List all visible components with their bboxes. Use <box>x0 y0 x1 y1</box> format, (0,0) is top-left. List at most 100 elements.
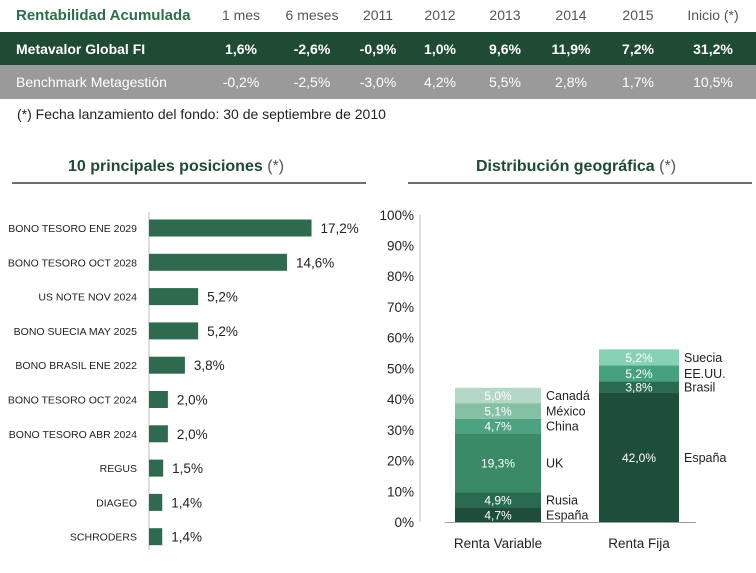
geo-divider <box>408 182 752 184</box>
geo-y-tick-label: 50% <box>387 361 414 376</box>
positions-title-text: 10 principales posiciones <box>68 158 263 175</box>
position-bar <box>149 219 312 237</box>
geo-segment <box>599 381 679 393</box>
fund-value: 7,2% <box>622 40 654 57</box>
position-value-label: 14,6% <box>296 255 334 270</box>
geo-segment-value: 5,2% <box>625 351 653 365</box>
geo-segment <box>599 365 679 382</box>
geo-y-tick-label: 20% <box>387 454 414 469</box>
geo-segment-label: Suecia <box>684 351 722 365</box>
position-value-label: 2,0% <box>177 427 208 442</box>
geo-segment-label: Canadá <box>546 389 590 403</box>
position-bar <box>149 425 168 443</box>
period-header: 2013 <box>489 7 521 23</box>
fund-value: -0,9% <box>359 40 397 57</box>
positions-chart: BONO TESORO ENE 2029 17,2% BONO TESORO OCT… <box>8 212 359 550</box>
geo-segment <box>455 507 541 522</box>
geo-segment-value: 4,7% <box>484 508 512 522</box>
geo-segment <box>599 392 679 522</box>
fund-name: Metavalor Global FI <box>16 40 146 57</box>
geo-segment-value: 5,2% <box>625 367 653 381</box>
position-value-label: 5,2% <box>207 324 238 339</box>
geo-chart: 0% 10% 20% 30% 40% 50% 60% 70% 80% 90% 100% 4,7% Esp… <box>379 208 726 551</box>
benchmark-value: -0,2% <box>222 74 260 90</box>
position-category-label: DIAGEO <box>96 497 137 509</box>
geo-category-label: Renta Fija <box>608 536 670 551</box>
fund-value: 9,6% <box>489 40 521 57</box>
geo-segment-label: EE.UU. <box>684 367 726 381</box>
position-category-label: BONO BRASIL ENE 2022 <box>15 360 137 372</box>
geo-segment <box>455 387 541 404</box>
geo-segment-value: 4,7% <box>484 420 512 434</box>
geo-segment-value: 4,9% <box>484 494 512 508</box>
position-category-label: BONO TESORO OCT 2024 <box>8 395 137 407</box>
period-header: 6 meses <box>285 7 339 23</box>
returns-header-row: Rentabilidad Acumulada 1 mes 6 meses 201… <box>0 0 756 30</box>
geo-segment-label: Brasil <box>684 381 715 395</box>
geo-y-tick-label: 10% <box>387 484 414 499</box>
position-category-label: BONO SUECIA MAY 2025 <box>14 326 137 338</box>
position-value-label: 3,8% <box>194 358 225 373</box>
geo-y-tick-label: 60% <box>387 331 414 346</box>
geo-segment-label: UK <box>546 456 564 470</box>
geo-segment-value: 19,3% <box>481 456 515 470</box>
geo-title-marker: (*) <box>659 158 677 175</box>
fund-row: Metavalor Global FI 1,6% -2,6% -0,9% 1,0… <box>0 32 756 65</box>
launch-date-footnote: (*) Fecha lanzamiento del fondo: 30 de s… <box>17 106 386 122</box>
geo-segment <box>599 349 679 366</box>
geo-segment-value: 5,1% <box>484 404 512 418</box>
period-header: 2011 <box>362 7 394 23</box>
position-value-label: 5,2% <box>207 290 238 305</box>
geo-title: Distribución geográfica (*) <box>476 158 676 176</box>
geo-segment-label: España <box>684 451 726 465</box>
geo-segment-label: España <box>546 508 588 522</box>
period-header: Inicio (*) <box>687 7 739 23</box>
position-bar <box>149 528 163 546</box>
geo-y-tick-label: 90% <box>387 239 414 254</box>
geo-segment-value: 3,8% <box>625 381 653 395</box>
period-header: 2015 <box>622 7 654 23</box>
geo-category-label: Renta Variable <box>454 536 542 551</box>
position-category-label: SCHRODERS <box>70 532 137 544</box>
benchmark-name: Benchmark Metagestión <box>16 74 167 90</box>
geo-y-tick-label: 80% <box>387 269 414 284</box>
period-header: 2014 <box>555 7 587 23</box>
position-bar <box>149 253 287 271</box>
geo-segment <box>455 492 541 508</box>
position-category-label: REGUS <box>100 463 137 475</box>
returns-header-label: Rentabilidad Acumulada <box>16 6 191 24</box>
position-value-label: 1,4% <box>171 495 202 510</box>
position-bar <box>149 288 199 306</box>
geo-segment-label: China <box>546 420 579 434</box>
position-category-label: BONO TESORO OCT 2028 <box>8 257 137 269</box>
position-bar <box>149 459 164 477</box>
geo-y-tick-label: 100% <box>379 208 414 223</box>
geo-title-text: Distribución geográfica <box>476 158 655 175</box>
position-category-label: BONO TESORO ENE 2029 <box>8 223 137 235</box>
position-category-label: BONO TESORO ABR 2024 <box>9 429 137 441</box>
geo-segment-value: 42,0% <box>622 451 656 465</box>
geo-y-tick-label: 0% <box>394 515 414 530</box>
fund-value: 11,9% <box>551 40 591 57</box>
geo-segment-value: 5,0% <box>484 389 512 403</box>
positions-title: 10 principales posiciones (*) <box>68 158 284 176</box>
benchmark-value: -3,0% <box>359 74 397 90</box>
position-value-label: 1,4% <box>171 530 202 545</box>
position-value-label: 17,2% <box>321 221 359 236</box>
period-header: 2012 <box>424 7 456 23</box>
benchmark-value: 2,8% <box>555 74 587 90</box>
position-bar <box>149 493 163 511</box>
benchmark-row: Benchmark Metagestión -0,2% -2,5% -3,0% … <box>0 65 756 99</box>
geo-segment <box>455 433 541 493</box>
geo-segment-label: Rusia <box>546 494 578 508</box>
benchmark-value: 5,5% <box>489 74 521 90</box>
position-value-label: 1,5% <box>172 461 203 476</box>
geo-segment <box>455 403 541 419</box>
positions-divider <box>12 182 366 184</box>
fund-value: -2,6% <box>293 40 331 57</box>
position-bar <box>149 322 199 340</box>
period-header: 1 mes <box>221 7 261 23</box>
positions-title-marker: (*) <box>267 158 285 175</box>
benchmark-value: 1,7% <box>622 74 654 90</box>
benchmark-value: -2,5% <box>293 74 331 90</box>
